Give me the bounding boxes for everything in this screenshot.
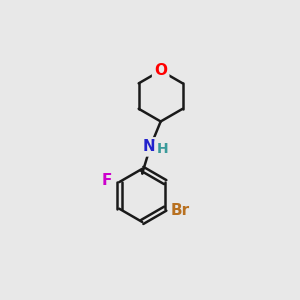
Text: N: N [143,140,155,154]
Text: F: F [102,173,112,188]
Text: O: O [154,63,167,78]
Text: H: H [157,142,168,156]
Text: Br: Br [171,203,190,218]
